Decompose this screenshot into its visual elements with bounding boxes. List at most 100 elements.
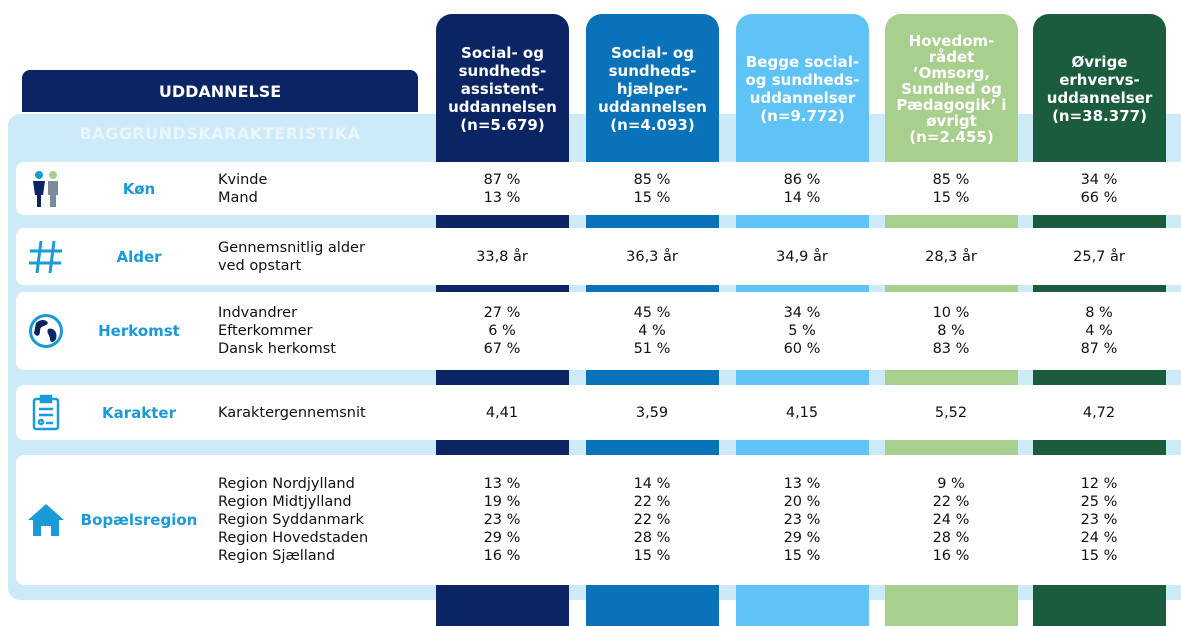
row-values: 27 % 6 % 67 % — [436, 292, 568, 370]
header-line: (n=4.093) — [610, 116, 695, 134]
value: 85 % — [932, 171, 970, 188]
value: 86 % — [783, 171, 821, 188]
row-category: Bopælsregion — [80, 511, 198, 529]
row-values: 25,7 år — [1033, 228, 1165, 285]
value: 28 % — [633, 530, 671, 546]
header-line: Pædagogik’ i — [896, 96, 1007, 114]
value: 23 % — [783, 512, 821, 528]
value: 3,59 — [635, 404, 669, 421]
value: 22 % — [633, 512, 671, 528]
header-line: (n=5.679) — [460, 116, 545, 134]
column-header: Hovedom-rådet ’Omsorg, Sundhed og Pædagogik… — [885, 16, 1018, 162]
value: 36,3 år — [626, 248, 678, 265]
row-values: 10 % 8 % 83 % — [885, 292, 1017, 370]
value: 51 % — [633, 341, 671, 357]
value: 29 % — [783, 530, 821, 546]
row-values: 4,15 — [736, 385, 868, 440]
value: 24 % — [1080, 530, 1118, 546]
icon — [22, 292, 70, 370]
value: 14 % — [633, 476, 671, 492]
row-values: 13 % 19 % 23 % 29 % 16 % — [436, 455, 568, 585]
header-line: (n=38.377) — [1052, 107, 1147, 125]
value: 16 % — [932, 548, 970, 564]
value: 12 % — [1080, 476, 1118, 492]
value: 60 % — [783, 341, 821, 357]
row — [16, 455, 1181, 585]
row-items: Region Nordjylland Region Midtjylland Regi… — [218, 455, 368, 585]
title: UDDANNELSE — [22, 70, 418, 112]
row — [16, 292, 1181, 370]
value: 15 % — [633, 548, 671, 564]
row-values: 85 % 15 % — [586, 162, 718, 215]
value: 15 % — [1080, 548, 1118, 564]
value: 9 % — [937, 476, 965, 492]
row-category: Alder — [116, 247, 162, 266]
value: 28,3 år — [925, 248, 977, 265]
value: 8 % — [1085, 305, 1113, 321]
value: 19 % — [483, 494, 521, 510]
row-item: Region Midtjylland — [218, 494, 352, 510]
value: 13 % — [483, 476, 521, 492]
value: 34 % — [1080, 171, 1118, 188]
column-header: Begge social-og sundheds-uddannelser (n=9… — [736, 16, 869, 162]
value: 14 % — [783, 189, 821, 206]
header-line: Hovedom- — [908, 32, 995, 50]
header-line: uddannelsen — [598, 98, 707, 116]
header-line: erhvervs- — [1059, 71, 1140, 89]
icon — [22, 455, 70, 585]
row-values: 4,72 — [1033, 385, 1165, 440]
row-item: Mand — [218, 189, 258, 206]
header-line: uddannelser — [749, 89, 856, 107]
row-item: Dansk herkomst — [218, 341, 336, 357]
value: 85 % — [633, 171, 671, 188]
header-line: Sundhed og — [901, 80, 1002, 98]
row-values: 12 % 25 % 23 % 24 % 15 % — [1033, 455, 1165, 585]
row-values: 14 % 22 % 22 % 28 % 15 % — [586, 455, 718, 585]
row-values: 33,8 år — [436, 228, 568, 285]
value: 28 % — [932, 530, 970, 546]
value: 13 % — [483, 189, 521, 206]
row-item: Region Sjælland — [218, 548, 336, 564]
header-line: (n=2.455) — [909, 128, 994, 146]
value: 4,72 — [1082, 404, 1116, 421]
header-line: rådet — [928, 48, 975, 66]
header-line: Social- og — [461, 44, 544, 62]
row-category: Karakter — [102, 403, 176, 422]
header-line: Øvrige — [1071, 53, 1128, 71]
value: 25 % — [1080, 494, 1118, 510]
row-items: Gennemsnitlig alder ved opstart — [218, 228, 365, 285]
value: 23 % — [483, 512, 521, 528]
row-item: Indvandrer — [218, 305, 298, 321]
row — [16, 228, 1181, 285]
icon — [22, 228, 70, 285]
header-line: sundheds- — [458, 62, 547, 80]
value: 5 % — [788, 323, 816, 339]
value: 33,8 år — [476, 248, 528, 265]
row-values: 85 % 15 % — [885, 162, 1017, 215]
column-header: Social- og sundheds-hjælper-uddannelsen (n… — [586, 16, 719, 162]
value: 27 % — [483, 305, 521, 321]
value: 45 % — [633, 305, 671, 321]
header-line: sundheds- — [608, 62, 697, 80]
row-item: Gennemsnitlig alder — [218, 239, 365, 256]
row-category: Herkomst — [98, 322, 180, 340]
value: 29 % — [483, 530, 521, 546]
header-line: hjælper- — [616, 80, 689, 98]
row-items: Karaktergennemsnit — [218, 385, 366, 440]
header-line: uddannelsen — [448, 98, 557, 116]
value: 4,41 — [485, 404, 519, 421]
value: 4 % — [1085, 323, 1113, 339]
row-category: Køn — [122, 179, 156, 198]
row-values: 45 % 4 % 51 % — [586, 292, 718, 370]
value: 15 % — [783, 548, 821, 564]
row-values: 86 % 14 % — [736, 162, 868, 215]
row-item: Region Syddanmark — [218, 512, 364, 528]
row-item: ved opstart — [218, 257, 302, 274]
icon — [22, 162, 70, 215]
row-item: Region Hovedstaden — [218, 530, 369, 546]
value: 10 % — [932, 305, 970, 321]
header-line: øvrigt — [926, 112, 977, 130]
value: 15 % — [633, 189, 671, 206]
value: 34,9 år — [776, 248, 828, 265]
